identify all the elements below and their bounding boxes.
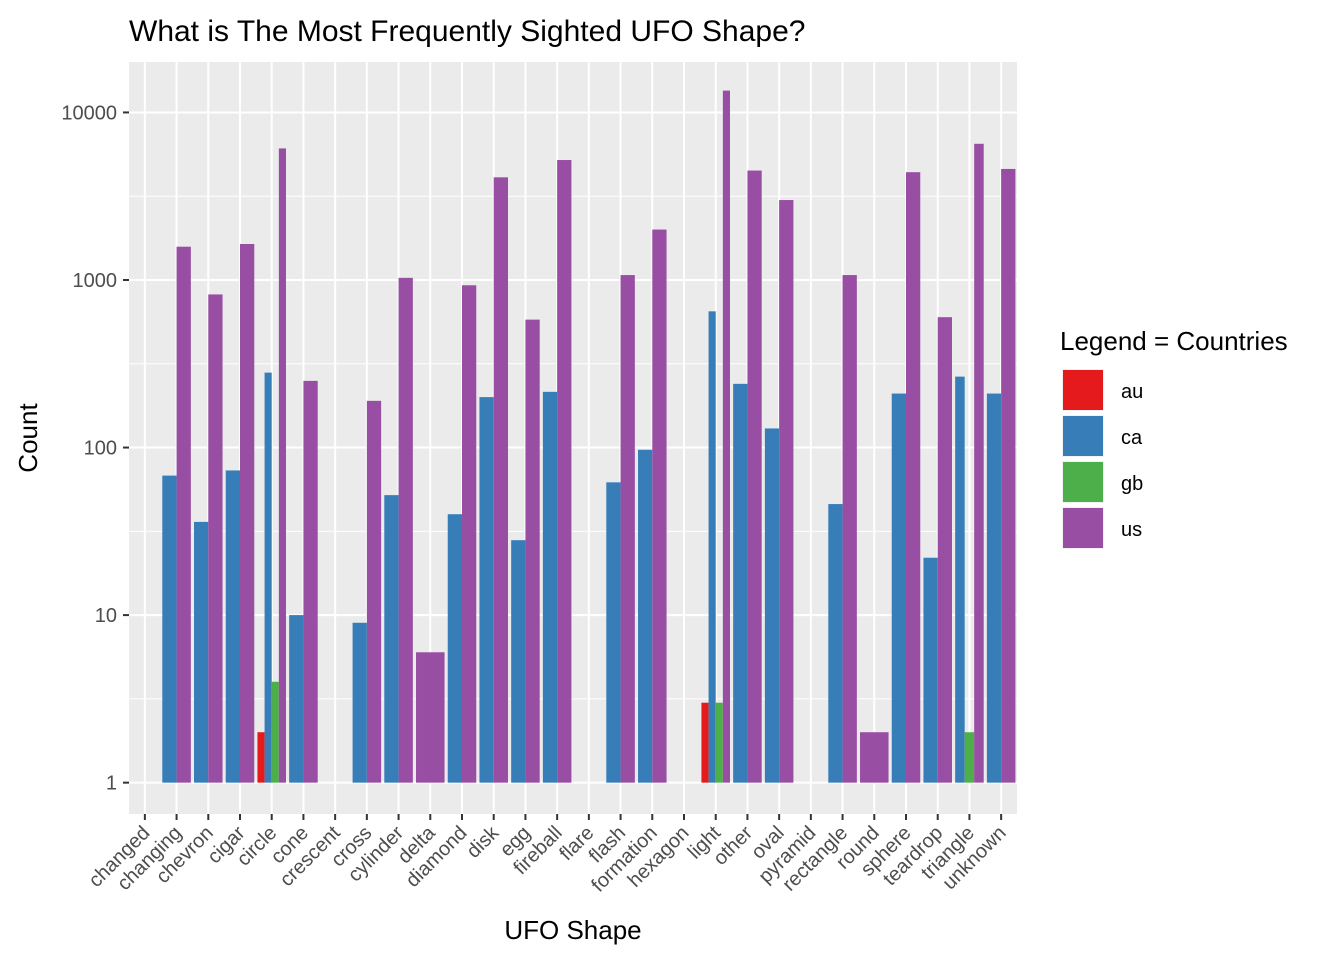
legend-label-ca: ca <box>1121 427 1143 449</box>
bar-ca-chevron <box>194 521 209 783</box>
bar-au-light <box>701 702 709 783</box>
bar-us-fireball <box>557 160 572 783</box>
chart-title: What is The Most Frequently Sighted UFO … <box>129 15 805 48</box>
bar-us-delta <box>416 652 445 783</box>
bar-us-cross <box>366 400 382 783</box>
bar-ca-rectangle <box>828 504 843 783</box>
legend-label-us: us <box>1121 519 1142 541</box>
bar-ca-flash <box>606 482 621 783</box>
legend-swatch-ca <box>1063 416 1103 456</box>
bar-us-diamond <box>462 285 477 783</box>
bar-us-light <box>722 90 730 783</box>
bar-ca-changing <box>162 475 177 783</box>
legend-swatch-gb <box>1063 462 1103 502</box>
y-tick-label: 1000 <box>73 270 118 292</box>
bars <box>162 90 1016 783</box>
y-tick-label: 100 <box>84 438 117 460</box>
bar-ca-teardrop <box>923 557 938 783</box>
bar-gb-light <box>715 702 723 783</box>
bar-ca-fireball <box>542 391 558 783</box>
bar-us-rectangle <box>842 275 857 783</box>
bar-us-disk <box>493 177 508 783</box>
x-tick-label: disk <box>463 821 504 862</box>
bar-ca-cone <box>289 615 304 783</box>
bar-ca-oval <box>764 428 780 783</box>
bar-ca-sphere <box>891 393 906 783</box>
bar-us-oval <box>779 200 794 783</box>
bar-us-cone <box>303 380 318 783</box>
bar-us-round <box>860 732 889 783</box>
bar-us-triangle <box>974 143 984 783</box>
legend: Legend = Countries au ca gb us <box>1060 326 1288 549</box>
bar-us-unknown <box>1001 168 1016 783</box>
plot-panel <box>129 62 1017 814</box>
bar-ca-unknown <box>986 393 1002 783</box>
bar-us-teardrop <box>937 317 952 783</box>
bar-ca-formation <box>638 449 653 783</box>
bar-ca-cylinder <box>384 495 399 783</box>
bar-us-chevron <box>208 294 223 783</box>
y-axis: 1 10 100 1000 10000 <box>61 102 129 795</box>
bar-ca-diamond <box>447 514 462 783</box>
bar-ca-disk <box>479 397 494 783</box>
y-axis-title: Count <box>13 403 43 473</box>
bar-us-other <box>747 170 762 783</box>
bar-us-changing <box>176 246 191 783</box>
bar-us-flash <box>620 275 635 783</box>
bar-gb-circle <box>271 681 279 783</box>
bar-ca-other <box>733 383 748 783</box>
bar-us-formation <box>652 229 667 783</box>
y-tick-label: 1 <box>106 773 117 795</box>
bar-us-circle <box>278 148 286 783</box>
legend-swatch-us <box>1063 508 1103 548</box>
bar-ca-cross <box>352 622 367 783</box>
legend-swatch-au <box>1063 370 1103 410</box>
bar-ca-egg <box>511 540 526 783</box>
x-axis: changedchangingchevroncigarcircleconecre… <box>85 814 1011 896</box>
bar-us-egg <box>525 319 540 783</box>
y-tick-label: 10 <box>95 605 117 627</box>
bar-us-cigar <box>240 243 255 783</box>
bar-au-circle <box>257 732 265 783</box>
bar-ca-light <box>708 311 716 783</box>
legend-label-au: au <box>1121 381 1143 403</box>
bar-ca-triangle <box>955 376 965 783</box>
bar-us-sphere <box>906 172 921 783</box>
x-axis-title: UFO Shape <box>504 915 641 945</box>
y-tick-label: 10000 <box>61 102 117 124</box>
bar-ca-cigar <box>225 470 240 783</box>
bar-ca-circle <box>264 372 272 783</box>
bar-gb-triangle <box>964 732 975 783</box>
bar-us-cylinder <box>398 277 413 783</box>
legend-title: Legend = Countries <box>1060 326 1288 356</box>
legend-label-gb: gb <box>1121 473 1143 495</box>
